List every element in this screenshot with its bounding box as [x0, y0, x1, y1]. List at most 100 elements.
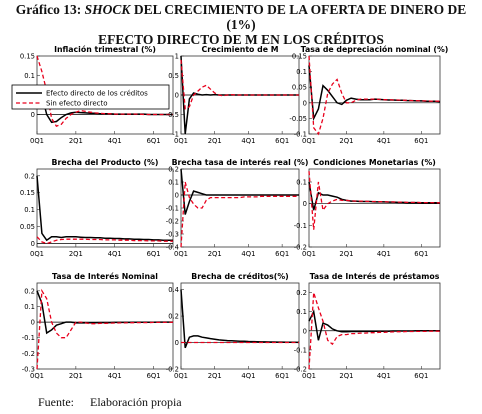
title-shock: SHOCK — [84, 2, 131, 17]
x-tick-label: 6Q1 — [414, 250, 428, 258]
source-note: Fuente: Elaboración propia — [38, 395, 182, 410]
x-tick-label: 4Q1 — [377, 250, 391, 258]
chart-panel-5: Brecha tasa de interés real (%)0.2 0.1 0 -0… — [166, 158, 309, 258]
y-tick-label: -0.1 — [22, 334, 35, 342]
y-tick-label: 0.2 — [168, 313, 179, 321]
x-tick-label: 0Q1 — [30, 250, 44, 258]
y-tick-label: 0.05 — [20, 223, 35, 231]
chart-panel-7: Tasa de Interés Nominal 0.2 0.1 0 -0.1 -0.2 -0… — [22, 272, 174, 380]
y-tick-label: -0.1 — [294, 346, 307, 354]
x-tick-label: 4Q1 — [108, 372, 122, 380]
x-tick-label: 4Q1 — [108, 137, 122, 145]
y-tick-label: -0.3 — [166, 231, 179, 239]
x-tick-label: 0Q1 — [30, 137, 44, 145]
plot-frame — [308, 55, 441, 135]
x-tick-label: 0Q1 — [30, 372, 44, 380]
x-tick-label: 2Q1 — [339, 137, 353, 145]
y-tick-label: -0.05 — [289, 115, 307, 123]
y-tick-label: -0.5 — [166, 111, 179, 119]
chart-grid: Inflación trimestral (%) 0.15 0.1 0.05 0 0Q1 2… — [11, 45, 449, 380]
series-line-without-direct-effect — [180, 59, 299, 110]
y-tick-label: 0.5 — [168, 72, 179, 80]
y-tick-label: 0.05 — [292, 84, 307, 92]
y-tick-label: 0 — [31, 240, 35, 248]
plot-frame — [180, 282, 300, 370]
x-tick-label: 2Q1 — [208, 137, 222, 145]
y-tick-label: -0.2 — [294, 366, 307, 374]
x-tick-label: 2Q1 — [339, 250, 353, 258]
x-tick-label: 0Q1 — [302, 372, 316, 380]
y-tick-label: -0.2 — [166, 366, 179, 374]
y-tick-label: -0.4 — [166, 244, 179, 252]
source-text: Elaboración propia — [90, 395, 182, 409]
y-tick-label: 0.2 — [296, 289, 307, 297]
plot-frame — [308, 168, 441, 248]
chart-title: Inflación trimestral (%) — [54, 45, 156, 54]
chart-title: Tasa de depreciación nominal (%) — [301, 45, 449, 54]
x-tick-label: 0Q1 — [302, 250, 316, 258]
x-tick-label: 6Q1 — [414, 137, 428, 145]
x-tick-label: 6Q1 — [275, 372, 289, 380]
legend: Efecto directo de los créditos Sin efecto… — [11, 84, 170, 110]
y-tick-label: 0.1 — [24, 206, 35, 214]
y-tick-label: 0 — [31, 111, 35, 119]
x-tick-label: 0Q1 — [174, 372, 188, 380]
plot-frame — [180, 168, 300, 248]
legend-box — [11, 84, 170, 110]
series-line-without-direct-effect — [308, 55, 440, 136]
x-tick-label: 2Q1 — [69, 250, 83, 258]
y-tick-label: 0 — [175, 339, 179, 347]
y-tick-label: -0.2 — [166, 218, 179, 226]
y-tick-label: 0 — [303, 327, 307, 335]
x-tick-label: 2Q1 — [208, 250, 222, 258]
y-tick-label: 1 — [175, 53, 179, 61]
chart-title: Crecimiento de M — [202, 45, 279, 54]
chart-title: Condiciones Monetarias (%) — [313, 158, 436, 167]
y-tick-label: -0.2 — [22, 350, 35, 358]
x-tick-label: 4Q1 — [241, 250, 255, 258]
x-tick-label: 2Q1 — [69, 372, 83, 380]
chart-panel-6: Condiciones Monetarias (%) 0.1 0 -0.1 -0.20Q… — [294, 158, 441, 258]
y-tick-label: 0.1 — [168, 179, 179, 187]
y-tick-label: -0.1 — [294, 222, 307, 230]
x-tick-label: 6Q1 — [414, 372, 428, 380]
series-line-with-direct-effect — [36, 175, 173, 242]
x-tick-label: 4Q1 — [108, 250, 122, 258]
chart-title: Brecha de créditos(%) — [191, 272, 288, 281]
y-tick-label: 0.1 — [296, 179, 307, 187]
series-line-without-direct-effect — [36, 288, 174, 370]
x-tick-label: 0Q1 — [302, 137, 316, 145]
y-tick-label: -0.3 — [22, 366, 35, 374]
y-tick-label: -0.2 — [294, 244, 307, 252]
y-tick-label: 0.15 — [20, 189, 35, 197]
x-tick-label: 6Q1 — [147, 372, 161, 380]
y-tick-label: 0.15 — [292, 53, 307, 61]
plot-frame — [36, 282, 174, 370]
y-tick-label: 0 — [303, 99, 307, 107]
series-line-without-direct-effect — [308, 171, 440, 230]
chart-title: Brecha del Producto (%) — [52, 158, 159, 167]
x-tick-label: 2Q1 — [208, 372, 222, 380]
title-line1-rest: DEL CRECIMIENTO DE LA OFERTA DE DINERO D… — [130, 2, 467, 32]
x-tick-label: 6Q1 — [275, 250, 289, 258]
y-tick-label: 0.2 — [168, 166, 179, 174]
x-tick-label: 6Q1 — [275, 137, 289, 145]
x-tick-label: 2Q1 — [339, 372, 353, 380]
chart-panel-1: Inflación trimestral (%)0.150.10.0500Q12… — [11, 45, 174, 145]
x-tick-label: 2Q1 — [69, 137, 83, 145]
chart-panel-4: Brecha del Producto (%) 0.2 0.15 0.1 0.05 0 0Q… — [20, 158, 174, 258]
y-tick-label: 0.2 — [24, 287, 35, 295]
chart-title: Tasa de Interés de préstamos — [310, 272, 440, 281]
series-line-without-direct-effect — [36, 55, 173, 128]
y-tick-label: 0.15 — [20, 53, 35, 61]
x-tick-label: 4Q1 — [241, 372, 255, 380]
title-prefix: Gráfico 13: — [15, 2, 85, 17]
y-tick-label: 0 — [175, 92, 179, 100]
legend-label: Sin efecto directo — [46, 100, 108, 108]
x-tick-label: 6Q1 — [147, 250, 161, 258]
plot-frame — [36, 168, 174, 248]
series-line-without-direct-effect — [180, 181, 299, 248]
y-tick-label: -0.1 — [166, 205, 179, 213]
